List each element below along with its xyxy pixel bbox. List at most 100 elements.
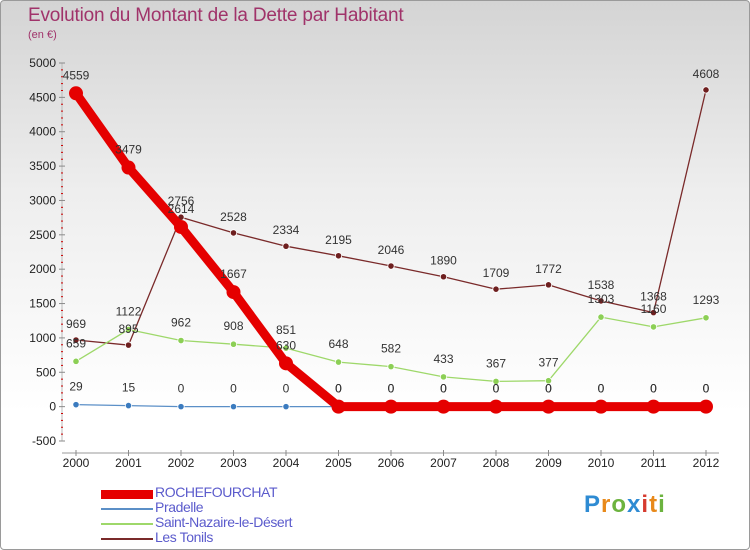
data-point bbox=[229, 229, 238, 237]
data-point bbox=[544, 377, 553, 385]
data-point bbox=[492, 377, 500, 386]
y-tick-label: 4000 bbox=[29, 125, 56, 139]
data-point bbox=[226, 285, 241, 300]
data-label: 1122 bbox=[116, 305, 142, 319]
data-label: 2195 bbox=[325, 233, 352, 247]
y-minor-tick bbox=[61, 158, 63, 160]
y-minor-tick bbox=[61, 220, 63, 222]
x-tick-label: 2007 bbox=[430, 456, 457, 470]
y-tick-label: 2500 bbox=[29, 228, 56, 242]
data-label: 1160 bbox=[641, 302, 667, 316]
data-label: 0 bbox=[650, 382, 657, 396]
data-point bbox=[489, 399, 503, 414]
legend-swatch bbox=[101, 538, 153, 540]
y-minor-tick bbox=[61, 358, 63, 360]
data-label: 582 bbox=[381, 342, 401, 356]
y-minor-tick bbox=[61, 351, 63, 353]
logo-letter: i bbox=[658, 491, 666, 518]
y-minor-tick bbox=[61, 138, 63, 140]
logo-letter: i bbox=[641, 491, 650, 518]
data-label: 2528 bbox=[220, 210, 247, 224]
data-label: 2046 bbox=[378, 243, 405, 257]
x-tick-label: 2005 bbox=[325, 456, 352, 470]
data-point bbox=[334, 358, 343, 366]
logo-letter: x bbox=[627, 491, 642, 518]
data-label: 433 bbox=[433, 352, 453, 366]
data-point bbox=[174, 219, 188, 234]
y-minor-tick bbox=[61, 364, 63, 366]
y-tick-label: -500 bbox=[32, 434, 56, 448]
y-minor-tick bbox=[61, 110, 63, 112]
y-tick-label: 1500 bbox=[29, 297, 56, 311]
data-point bbox=[279, 356, 293, 371]
data-label: 0 bbox=[703, 382, 710, 396]
y-minor-tick bbox=[61, 151, 63, 153]
data-label: 0 bbox=[388, 382, 395, 396]
y-minor-tick bbox=[61, 213, 63, 215]
data-label: 895 bbox=[118, 322, 138, 336]
data-label: 0 bbox=[335, 382, 342, 396]
data-label: 659 bbox=[66, 336, 86, 350]
y-tick-label: 4500 bbox=[29, 90, 56, 104]
x-tick-label: 2003 bbox=[220, 456, 247, 470]
data-label: 1709 bbox=[483, 266, 510, 280]
x-tick-label: 2011 bbox=[641, 456, 667, 470]
data-point bbox=[492, 285, 500, 293]
data-label: 0 bbox=[388, 382, 395, 396]
data-point bbox=[334, 252, 343, 260]
x-tick-label: 2001 bbox=[115, 456, 142, 470]
data-label: 0 bbox=[650, 382, 657, 396]
y-minor-tick bbox=[61, 172, 63, 174]
data-label: 0 bbox=[440, 382, 447, 396]
y-minor-tick bbox=[61, 344, 63, 346]
data-label: 0 bbox=[493, 382, 500, 396]
y-minor-tick bbox=[61, 419, 63, 421]
data-label: 0 bbox=[178, 382, 185, 396]
y-minor-tick bbox=[61, 413, 63, 415]
data-label: 0 bbox=[440, 382, 447, 396]
data-point bbox=[282, 344, 290, 352]
data-label: 2334 bbox=[273, 223, 300, 237]
data-point bbox=[229, 340, 238, 348]
y-minor-tick bbox=[61, 117, 63, 119]
data-label: 2756 bbox=[168, 194, 195, 208]
data-label: 0 bbox=[598, 382, 605, 396]
y-minor-tick bbox=[61, 193, 63, 195]
data-point bbox=[69, 86, 83, 101]
data-label: 908 bbox=[223, 319, 243, 333]
y-minor-tick bbox=[61, 248, 63, 250]
data-label: 1890 bbox=[430, 254, 457, 268]
y-minor-tick bbox=[61, 124, 63, 126]
data-point bbox=[649, 323, 658, 331]
x-tick-label: 2002 bbox=[168, 456, 195, 470]
y-minor-tick bbox=[61, 254, 63, 256]
data-point bbox=[439, 373, 448, 381]
legend-swatch bbox=[101, 508, 153, 510]
x-tick-label: 2010 bbox=[588, 456, 615, 470]
x-tick-label: 2009 bbox=[535, 456, 562, 470]
data-labels: 969 895 2756 2528 2334 2195 2046 1890 1709 1772 15… bbox=[63, 67, 720, 396]
data-label: 1368 bbox=[640, 290, 667, 304]
data-label: 0 bbox=[703, 382, 710, 396]
data-point bbox=[649, 309, 658, 317]
data-point bbox=[702, 86, 710, 94]
y-minor-tick bbox=[61, 241, 63, 243]
data-label: 0 bbox=[493, 382, 500, 396]
y-minor-tick bbox=[61, 206, 63, 208]
logo-letter: o bbox=[611, 491, 628, 518]
data-point bbox=[229, 403, 238, 411]
data-label: 29 bbox=[69, 380, 83, 394]
y-minor-tick bbox=[61, 186, 63, 188]
legend-label: ROCHEFOURCHAT bbox=[155, 484, 278, 500]
y-minor-tick bbox=[61, 316, 63, 318]
data-label: 15 bbox=[122, 381, 136, 395]
y-tick-label: 5000 bbox=[29, 56, 56, 70]
data-label: 969 bbox=[66, 317, 86, 331]
y-unit-label: (en €) bbox=[28, 29, 57, 41]
chart-title: Evolution du Montant de la Dette par Hab… bbox=[28, 5, 404, 26]
data-point bbox=[124, 325, 133, 334]
data-label: 4559 bbox=[63, 68, 90, 82]
y-minor-tick bbox=[61, 69, 63, 71]
x-tick-label: 2012 bbox=[693, 456, 720, 470]
